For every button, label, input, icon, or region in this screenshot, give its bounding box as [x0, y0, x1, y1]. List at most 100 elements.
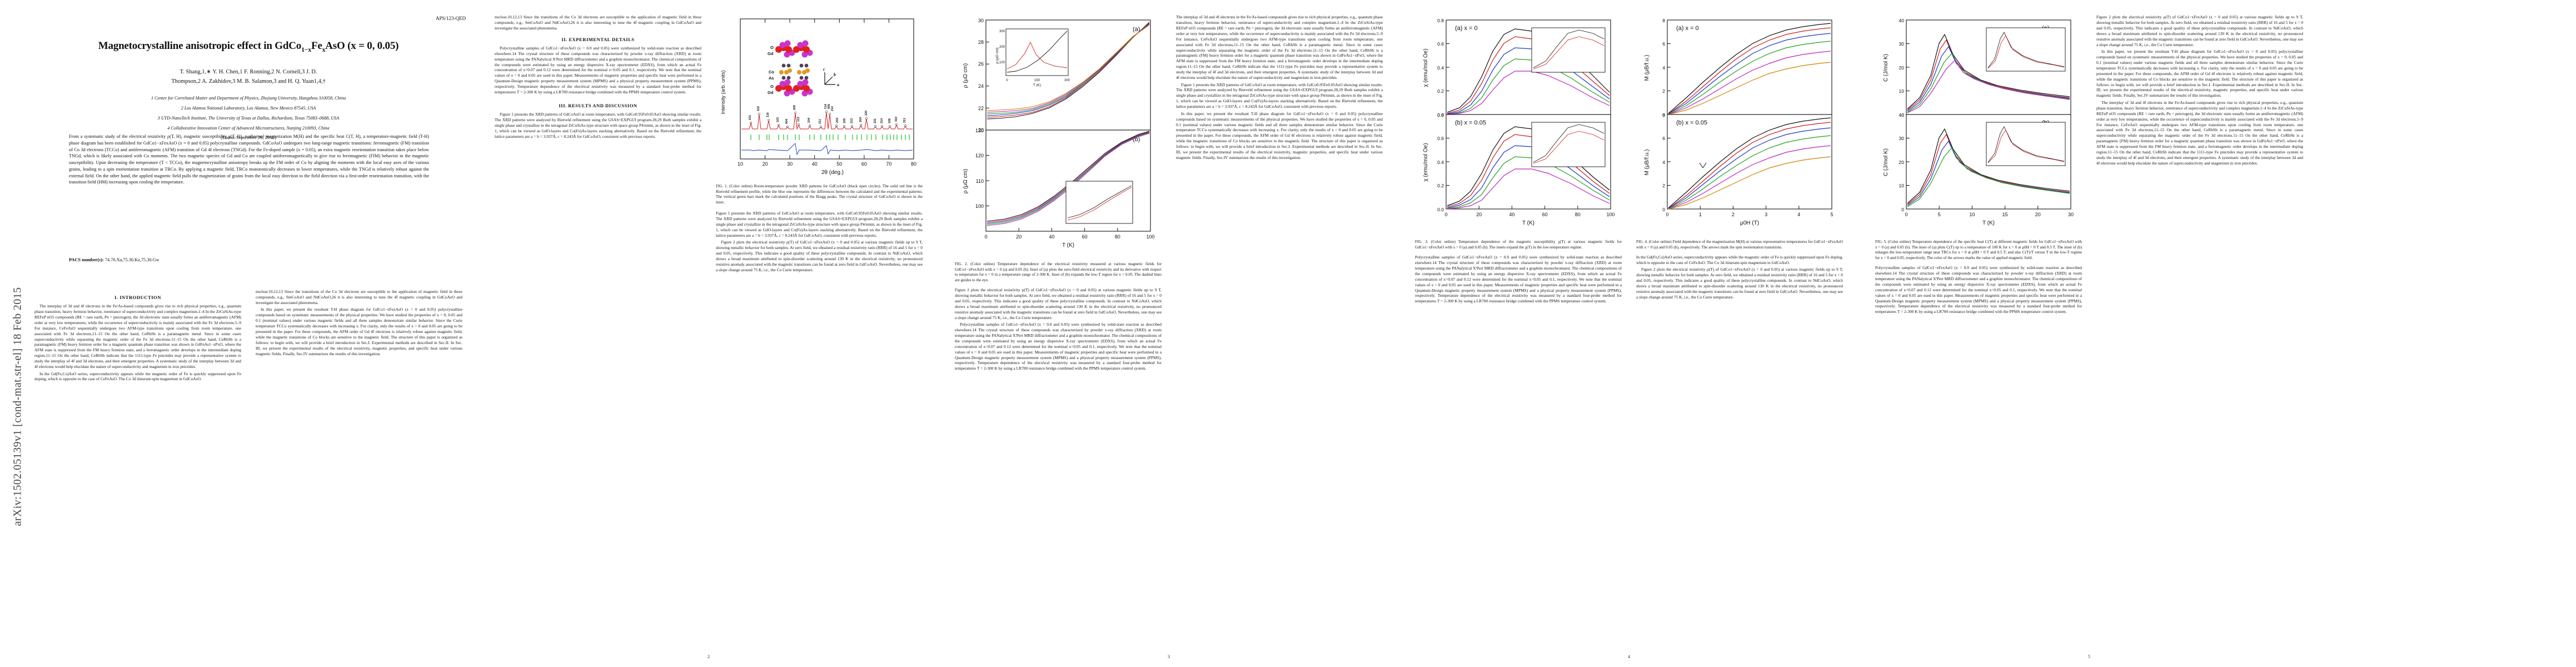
svg-text:20: 20 — [2035, 212, 2041, 217]
page1-col2-body: nuclear.10,12,13 Since the transitions o… — [256, 289, 462, 357]
paragraph: In this paper, we present the resultant … — [2096, 49, 2303, 98]
page2-col1-body: Polycrystalline samples of GdCo1−xFexAsO… — [495, 46, 701, 95]
svg-text:110: 110 — [766, 112, 770, 117]
svg-text:M (μB/f.u.): M (μB/f.u.) — [1644, 150, 1650, 176]
affiliation-4: 4 Collaborative Innovation Center of Adv… — [167, 125, 330, 131]
title-sub1: 1−x — [301, 46, 311, 53]
svg-text:χ (emu/mol Oe): χ (emu/mol Oe) — [1423, 48, 1429, 87]
paragraph: Figure 2 plots the electrical resistivit… — [2096, 14, 2303, 47]
figure-4-caption: FIG. 4. (Color online) Field dependence … — [1636, 240, 1843, 250]
svg-text:20: 20 — [1899, 160, 1905, 165]
paragraph: Figure 2 plots the electrical resistivit… — [955, 287, 1162, 320]
svg-text:T (K): T (K) — [1062, 242, 1074, 248]
page5-col2-body: Figure 2 plots the electrical resistivit… — [2096, 14, 2303, 166]
svg-text:40: 40 — [812, 161, 818, 167]
page-4: (a) x = 0 χ (emu/mol Oe) 0.8 0.6 0.4 0.2 0.… — [1409, 0, 1848, 667]
paragraph: Figure 1 presents the XRD patterns of Gd… — [1176, 82, 1383, 109]
svg-text:130: 130 — [975, 128, 984, 133]
figure-1-caption: FIG. 1. (Color online) Room-temperature … — [716, 184, 923, 205]
svg-text:0.0: 0.0 — [1437, 207, 1444, 212]
svg-text:(a) x = 0: (a) x = 0 — [1676, 25, 1699, 32]
svg-text:ρ (μΩ cm): ρ (μΩ cm) — [963, 63, 969, 88]
paragraph: Polycrystalline samples of GdCo1−xFexAsO… — [1875, 265, 2082, 315]
svg-text:20: 20 — [1476, 212, 1482, 217]
page-number: 3 — [1168, 654, 1170, 659]
affiliation-2: 2 Los Alamos National Laboratory, Los Al… — [181, 105, 316, 111]
svg-text:100: 100 — [1606, 212, 1615, 217]
svg-text:213: 213 — [850, 118, 854, 123]
svg-text:100: 100 — [1146, 234, 1154, 240]
svg-text:Intensity (arb. units): Intensity (arb. units) — [720, 70, 726, 114]
svg-text:220: 220 — [865, 111, 868, 116]
svg-text:C (J/mol K): C (J/mol K) — [1883, 54, 1889, 82]
page2-col2-body: Figure 1 presents the XRD patterns of Gd… — [716, 211, 923, 273]
svg-text:c: c — [823, 67, 825, 72]
page3-column-left: (a) 30 28 26 24 22 20 ρ (μΩ cm) — [955, 14, 1162, 373]
page1-col1-body: The interplay of 3d and 4f electrons in … — [34, 303, 241, 382]
svg-text:20: 20 — [1899, 65, 1905, 71]
svg-text:O: O — [770, 84, 774, 89]
svg-text:102: 102 — [757, 106, 760, 111]
svg-text:0.4: 0.4 — [1437, 160, 1444, 165]
figure-3: (a) x = 0 χ (emu/mol Oe) 0.8 0.6 0.4 0.2 0.… — [1415, 14, 1622, 237]
svg-text:4: 4 — [1662, 65, 1665, 71]
figure-1: 10 20 30 40 50 60 70 80 2θ (deg.) Intens… — [716, 14, 923, 181]
svg-text:20: 20 — [1016, 234, 1022, 240]
svg-text:T (K): T (K) — [1522, 220, 1534, 226]
paragraph: The interplay of 3d and 4f electrons in … — [2096, 99, 2303, 166]
svg-text:(a) x = 0: (a) x = 0 — [1455, 25, 1478, 32]
paragraph: The interplay of 3d and 4f electrons in … — [34, 303, 241, 370]
svg-text:101: 101 — [749, 115, 752, 120]
paragraph: Polycrystalline samples of GdCo1−xFexAsO… — [495, 45, 701, 95]
dated-line: (Dated: September 20, 2018) — [221, 134, 276, 140]
svg-text:M (μB/f.u.): M (μB/f.u.) — [1644, 55, 1650, 81]
svg-text:104: 104 — [808, 118, 811, 123]
section-heading-introduction: I. INTRODUCTION — [114, 295, 161, 300]
paragraph: The interplay of 3d and 4f electrons in … — [1176, 14, 1383, 81]
page4-column-left: (a) x = 0 χ (emu/mol Oe) 0.8 0.6 0.4 0.2 0.… — [1415, 14, 1622, 306]
svg-text:100: 100 — [999, 61, 1005, 64]
svg-text:70: 70 — [886, 161, 891, 167]
svg-text:203: 203 — [836, 118, 839, 123]
page-number: 5 — [2088, 654, 2090, 659]
preprint-id: APS/123-QED — [435, 16, 466, 21]
fig2-resistivity-chart: (a) 30 28 26 24 22 20 ρ (μΩ cm) — [963, 18, 1155, 248]
svg-text:50: 50 — [836, 161, 842, 167]
svg-text:As: As — [769, 76, 774, 81]
svg-text:20: 20 — [978, 127, 984, 133]
svg-text:0: 0 — [1905, 212, 1907, 217]
svg-text:10: 10 — [1969, 212, 1975, 217]
arxiv-stamp: arXiv:1502.05139v1 [cond-mat.str-el] 18 … — [11, 287, 24, 526]
svg-text:2θ (deg.): 2θ (deg.) — [821, 170, 844, 176]
svg-text:204: 204 — [859, 117, 863, 122]
svg-text:20: 20 — [763, 161, 768, 167]
svg-text:(b) x = 0.05: (b) x = 0.05 — [1676, 120, 1707, 126]
svg-text:0.2: 0.2 — [1437, 88, 1444, 94]
title-sub2: x — [322, 46, 326, 53]
svg-text:0.6: 0.6 — [1437, 41, 1444, 47]
svg-text:40: 40 — [1899, 112, 1905, 118]
affiliation-1: 1 Center for Correlated Matter and Depar… — [151, 96, 346, 101]
page1-column-left: I. INTRODUCTION The interplay of 3d and … — [34, 289, 241, 384]
page2-col1-top: nuclear.10,12,13 Since the transitions o… — [495, 14, 701, 31]
page4-column-right: (a) x = 0 M (μB/f.u.) 8 6 4 2 0 — [1636, 14, 1843, 301]
page-title: Magnetocrystalline anisotropic effect in… — [34, 40, 462, 53]
svg-text:30: 30 — [1899, 136, 1905, 141]
svg-text:5: 5 — [1830, 212, 1833, 217]
page1-column-right: nuclear.10,12,13 Since the transitions o… — [256, 289, 462, 358]
svg-text:103: 103 — [776, 117, 780, 122]
svg-text:0: 0 — [1662, 112, 1665, 118]
paragraph: In the Gd(Fe,Co)AsO series, superconduct… — [34, 371, 241, 382]
figure-5-caption: FIG. 5. (Color online) Temperature depen… — [1875, 240, 2082, 260]
svg-text:114: 114 — [824, 104, 828, 109]
svg-text:105: 105 — [843, 118, 846, 123]
page-number: 2 — [707, 654, 710, 659]
pacs-value: 74.70.Xa,75.30.Kz,75.30.Gw — [104, 257, 160, 262]
svg-text:a: a — [837, 82, 839, 87]
svg-text:6: 6 — [1662, 41, 1665, 47]
svg-text:0.2: 0.2 — [1437, 183, 1444, 188]
figure-4: (a) x = 0 M (μB/f.u.) 8 6 4 2 0 — [1636, 14, 1843, 237]
